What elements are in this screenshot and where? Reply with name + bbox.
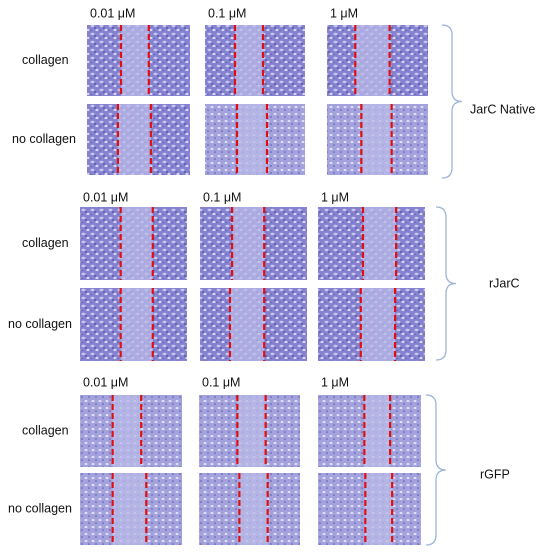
wound-gap [235,25,263,96]
wound-gap [355,25,390,96]
wound-gap [232,207,265,280]
wound-gap [120,25,149,96]
concentration-label: 1 μM [321,190,349,204]
concentration-label: 0.01 μM [83,375,128,389]
wound-gap [120,288,153,361]
wound-gap [112,395,142,467]
wound-gap [361,104,392,175]
wound-gap [365,473,393,545]
concentration-label: 0.01 μM [90,6,135,20]
row-label: collagen [22,236,69,250]
row-label: no collagen [8,317,72,331]
concentration-label: 0.1 μM [203,190,241,204]
group-label: rJarC [489,276,520,290]
row-label: collagen [22,423,69,437]
wound-gap [112,473,147,545]
wound-gap [237,104,267,175]
concentration-label: 1 μM [321,375,349,389]
bracket [435,206,457,361]
concentration-label: 0.1 μM [202,375,240,389]
wound-gap [229,288,265,361]
wound-gap [362,207,397,280]
bracket [441,24,463,179]
wound-gap [237,395,266,467]
row-label: collagen [22,53,69,67]
wound-gap [120,207,153,280]
wound-gap [364,395,391,467]
concentration-label: 1 μM [330,6,358,20]
row-label: no collagen [8,501,72,515]
wound-gap [239,473,268,545]
wound-gap [117,104,151,175]
group-label: JarC Native [470,102,535,116]
row-label: no collagen [12,132,76,146]
bracket [425,394,447,546]
concentration-label: 0.01 μM [83,190,128,204]
concentration-label: 0.1 μM [208,6,246,20]
group-label: rGFP [480,467,510,481]
wound-gap [360,288,396,361]
